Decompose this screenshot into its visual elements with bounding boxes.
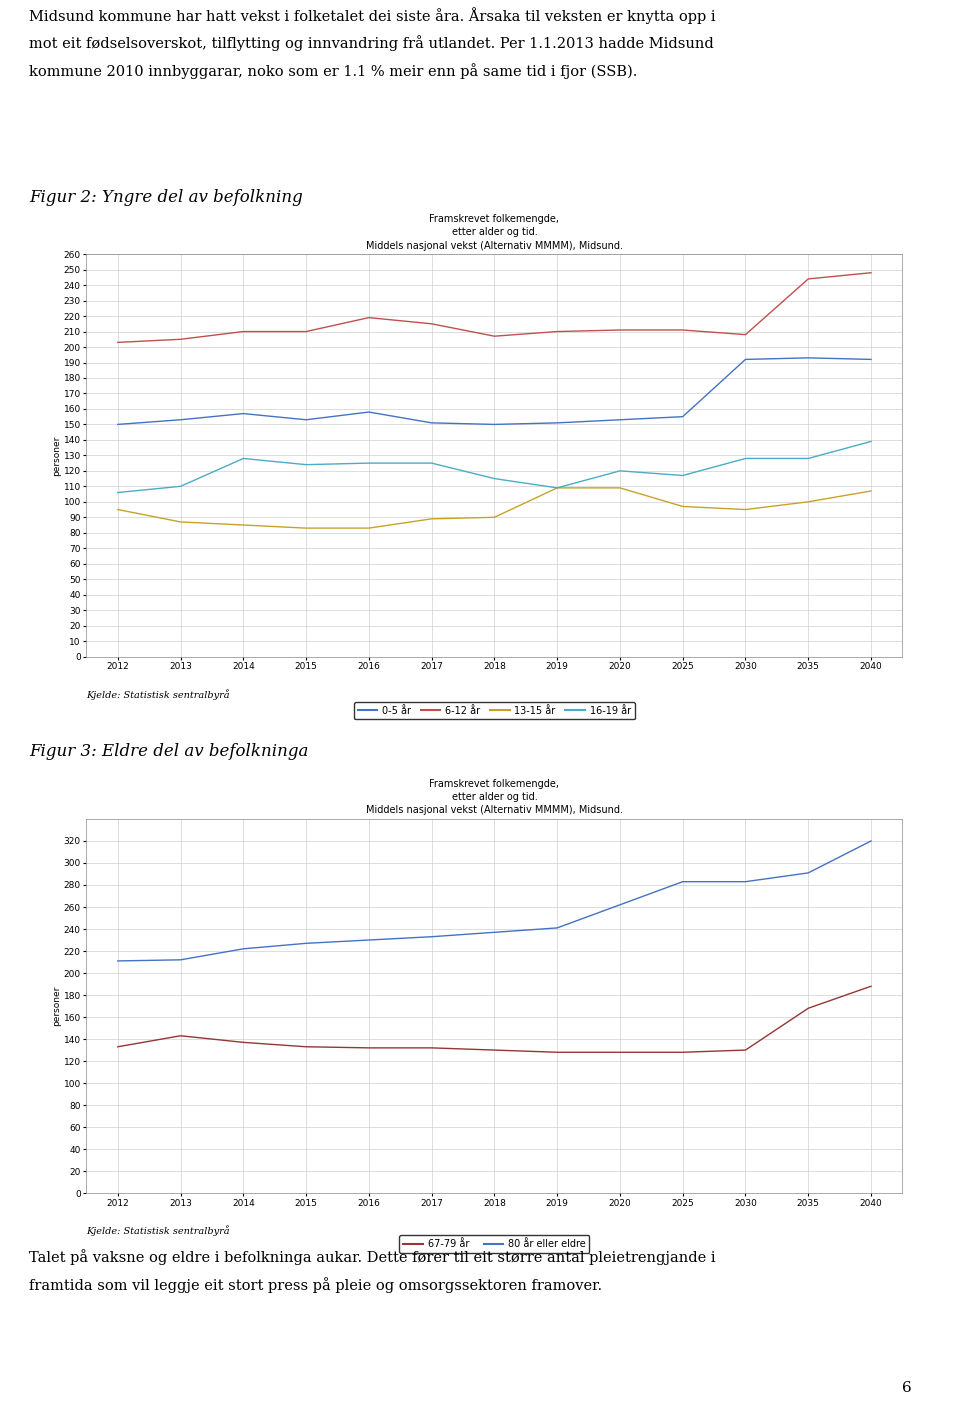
Legend: 0-5 år, 6-12 år, 13-15 år, 16-19 år: 0-5 år, 6-12 år, 13-15 år, 16-19 år xyxy=(354,702,635,720)
Y-axis label: personer: personer xyxy=(52,435,60,476)
Text: 6: 6 xyxy=(902,1381,912,1395)
Title: Framskrevet folkemengde,
etter alder og tid.
Middels nasjonal vekst (Alternativ : Framskrevet folkemengde, etter alder og … xyxy=(366,779,623,815)
Text: Talet på vaksne og eldre i befolkninga aukar. Dette fører til eit større antal p: Talet på vaksne og eldre i befolkninga a… xyxy=(29,1250,715,1293)
Text: Figur 3: Eldre del av befolkninga: Figur 3: Eldre del av befolkninga xyxy=(29,743,308,761)
Legend: 67-79 år, 80 år eller eldre: 67-79 år, 80 år eller eldre xyxy=(399,1236,589,1254)
Text: Midsund kommune har hatt vekst i folketalet dei siste åra. Årsaka til veksten er: Midsund kommune har hatt vekst i folketa… xyxy=(29,7,715,79)
Text: Figur 2: Yngre del av befolkning: Figur 2: Yngre del av befolkning xyxy=(29,189,302,206)
Text: Kjelde: Statistisk sentralbyrå: Kjelde: Statistisk sentralbyrå xyxy=(86,689,230,700)
Text: Kjelde: Statistisk sentralbyrå: Kjelde: Statistisk sentralbyrå xyxy=(86,1226,230,1237)
Y-axis label: personer: personer xyxy=(52,986,60,1027)
Title: Framskrevet folkemengde,
etter alder og tid.
Middels nasjonal vekst (Alternativ : Framskrevet folkemengde, etter alder og … xyxy=(366,215,623,250)
